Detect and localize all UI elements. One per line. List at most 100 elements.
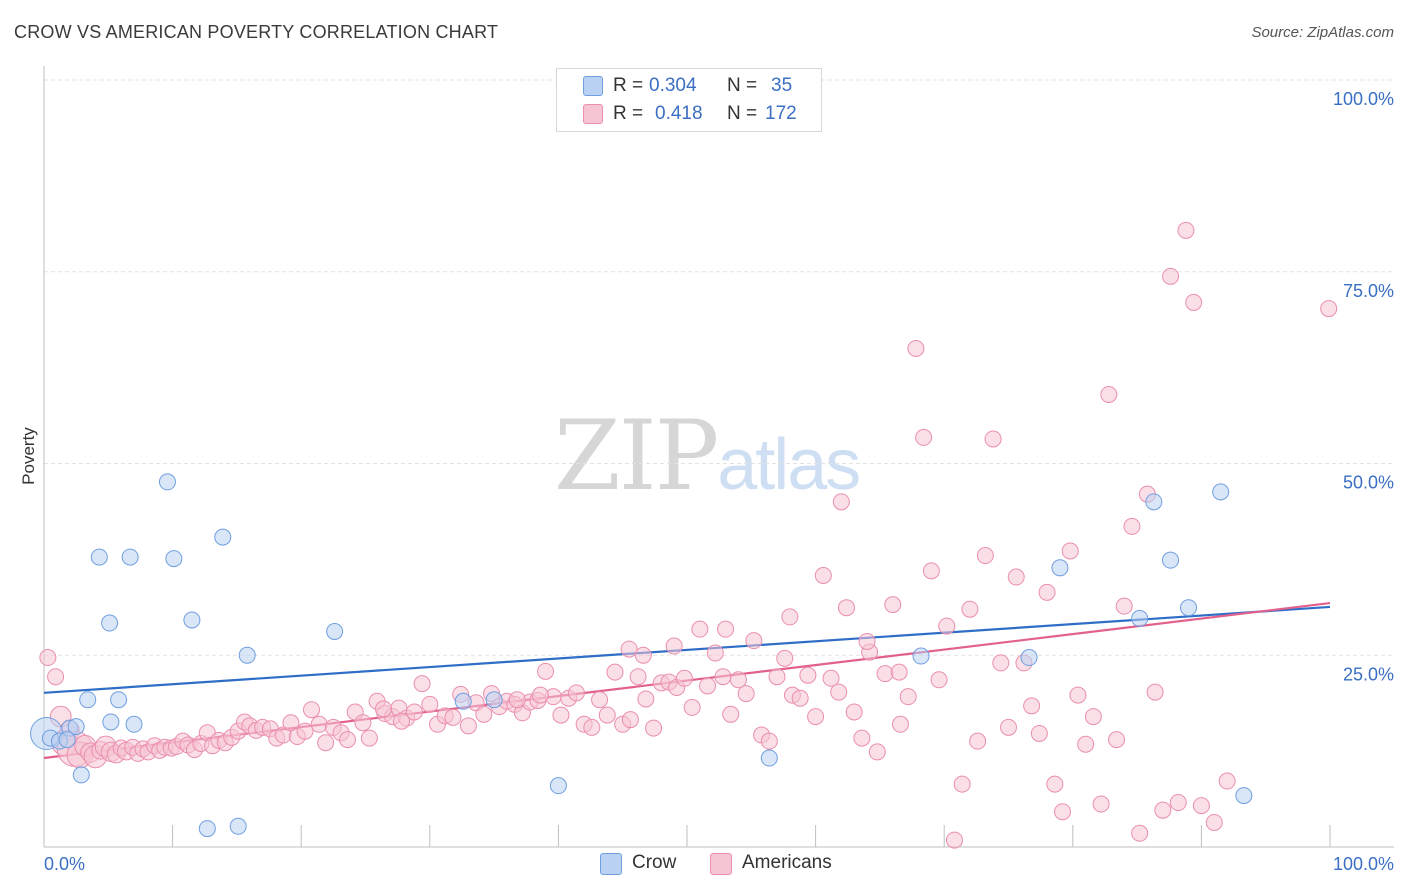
- americans-point-85: [606, 663, 624, 681]
- stats-legend: R = 0.304 N = 35 R = 0.418 N = 172: [556, 68, 822, 132]
- americans-point-103: [745, 632, 763, 650]
- crow-series: [30, 473, 1253, 838]
- crow-point-8: [101, 614, 119, 632]
- americans-point-122: [891, 715, 909, 733]
- americans-point-137: [1007, 568, 1025, 586]
- crow-point-19: [238, 646, 256, 664]
- y-axis-label: Poverty: [19, 427, 38, 485]
- americans-point-174: [508, 691, 526, 709]
- americans-point-1: [47, 668, 65, 686]
- americans-swatch: [583, 104, 603, 124]
- crow-point-34: [58, 731, 76, 749]
- americans-point-163: [1218, 772, 1236, 790]
- americans-point-176: [393, 712, 411, 730]
- grid-lines: [44, 79, 1394, 656]
- y-tick-label-50: 50.0%: [1343, 473, 1394, 493]
- americans-point-124: [907, 339, 925, 357]
- americans-point-45: [302, 701, 320, 719]
- americans-point-61: [421, 695, 439, 713]
- bottom-americans-label: Americans: [742, 852, 832, 873]
- americans-n-label: N =: [727, 103, 758, 124]
- americans-point-147: [1084, 708, 1102, 726]
- crow-point-14: [165, 550, 183, 568]
- bottom-crow-label: Crow: [632, 852, 677, 873]
- crow-point-31: [1180, 599, 1198, 617]
- americans-point-115: [837, 599, 855, 617]
- americans-point-107: [776, 649, 794, 667]
- crow-point-16: [198, 820, 216, 838]
- americans-point-89: [637, 690, 655, 708]
- americans-point-161: [1192, 797, 1210, 815]
- americans-point-95: [683, 698, 701, 716]
- americans-point-52: [354, 714, 372, 732]
- americans-point-44: [296, 722, 314, 740]
- americans-point-80: [567, 684, 585, 702]
- crow-point-21: [454, 692, 472, 710]
- americans-point-121: [884, 596, 902, 614]
- crow-point-10: [110, 691, 128, 709]
- americans-point-42: [282, 714, 300, 732]
- americans-point-119: [868, 743, 886, 761]
- x-tick-label-min: 0.0%: [44, 854, 85, 874]
- americans-point-46: [310, 715, 328, 733]
- americans-point-131: [961, 600, 979, 618]
- americans-point-171: [620, 640, 638, 658]
- crow-n-value: 35: [771, 75, 793, 96]
- americans-point-99: [714, 668, 732, 686]
- americans-point-105: [760, 732, 778, 750]
- americans-point-135: [992, 654, 1010, 672]
- watermark-atlas: atlas: [717, 425, 861, 505]
- americans-point-153: [1131, 824, 1149, 842]
- americans-point-175: [375, 700, 393, 718]
- crow-point-22: [485, 691, 503, 709]
- crow-point-30: [1162, 551, 1180, 569]
- crow-point-27: [1051, 559, 1069, 577]
- americans-point-111: [807, 708, 825, 726]
- tick-labels: 25.0% 50.0% 75.0% 100.0% 0.0% 100.0%: [44, 89, 1394, 874]
- americans-point-114: [830, 683, 848, 701]
- americans-point-143: [1054, 803, 1072, 821]
- americans-point-134: [984, 430, 1002, 448]
- americans-point-149: [1100, 385, 1118, 403]
- americans-point-96: [691, 620, 709, 638]
- americans-point-173: [531, 686, 549, 704]
- crow-point-24: [760, 749, 778, 767]
- crow-point-26: [1020, 649, 1038, 667]
- watermark-zip: ZIP: [554, 400, 719, 512]
- crow-point-7: [90, 548, 108, 566]
- axes: [43, 66, 1394, 848]
- americans-point-0: [39, 649, 57, 667]
- americans-point-94: [675, 669, 693, 687]
- americans-point-162: [1205, 813, 1223, 831]
- crow-point-25: [912, 647, 930, 665]
- americans-point-167: [781, 608, 799, 626]
- americans-point-159: [1177, 221, 1195, 239]
- crow-point-32: [1212, 483, 1230, 501]
- americans-point-98: [706, 644, 724, 662]
- americans-point-160: [1185, 293, 1203, 311]
- americans-point-66: [459, 717, 477, 735]
- americans-point-157: [1162, 267, 1180, 285]
- source-label: Source: ZipAtlas.com: [1251, 24, 1394, 41]
- americans-point-84: [598, 706, 616, 724]
- crow-swatch: [583, 76, 603, 96]
- americans-series: [39, 221, 1338, 849]
- americans-point-145: [1069, 686, 1087, 704]
- americans-point-148: [1092, 795, 1110, 813]
- bottom-americans-swatch: [710, 853, 732, 875]
- americans-point-152: [1123, 517, 1141, 535]
- americans-point-116: [845, 703, 863, 721]
- americans-point-112: [814, 566, 832, 584]
- chart-title: CROW VS AMERICAN POVERTY CORRELATION CHA…: [14, 22, 499, 42]
- y-tick-label-100: 100.0%: [1333, 89, 1394, 109]
- americans-point-109: [791, 689, 809, 707]
- y-tick-label-25: 25.0%: [1343, 664, 1394, 684]
- americans-point-59: [405, 703, 423, 721]
- americans-point-150: [1108, 731, 1126, 749]
- americans-point-123: [899, 688, 917, 706]
- americans-point-136: [1000, 718, 1017, 736]
- americans-point-133: [976, 547, 994, 565]
- americans-point-50: [338, 731, 356, 749]
- americans-point-141: [1038, 583, 1056, 601]
- crow-point-12: [125, 715, 143, 733]
